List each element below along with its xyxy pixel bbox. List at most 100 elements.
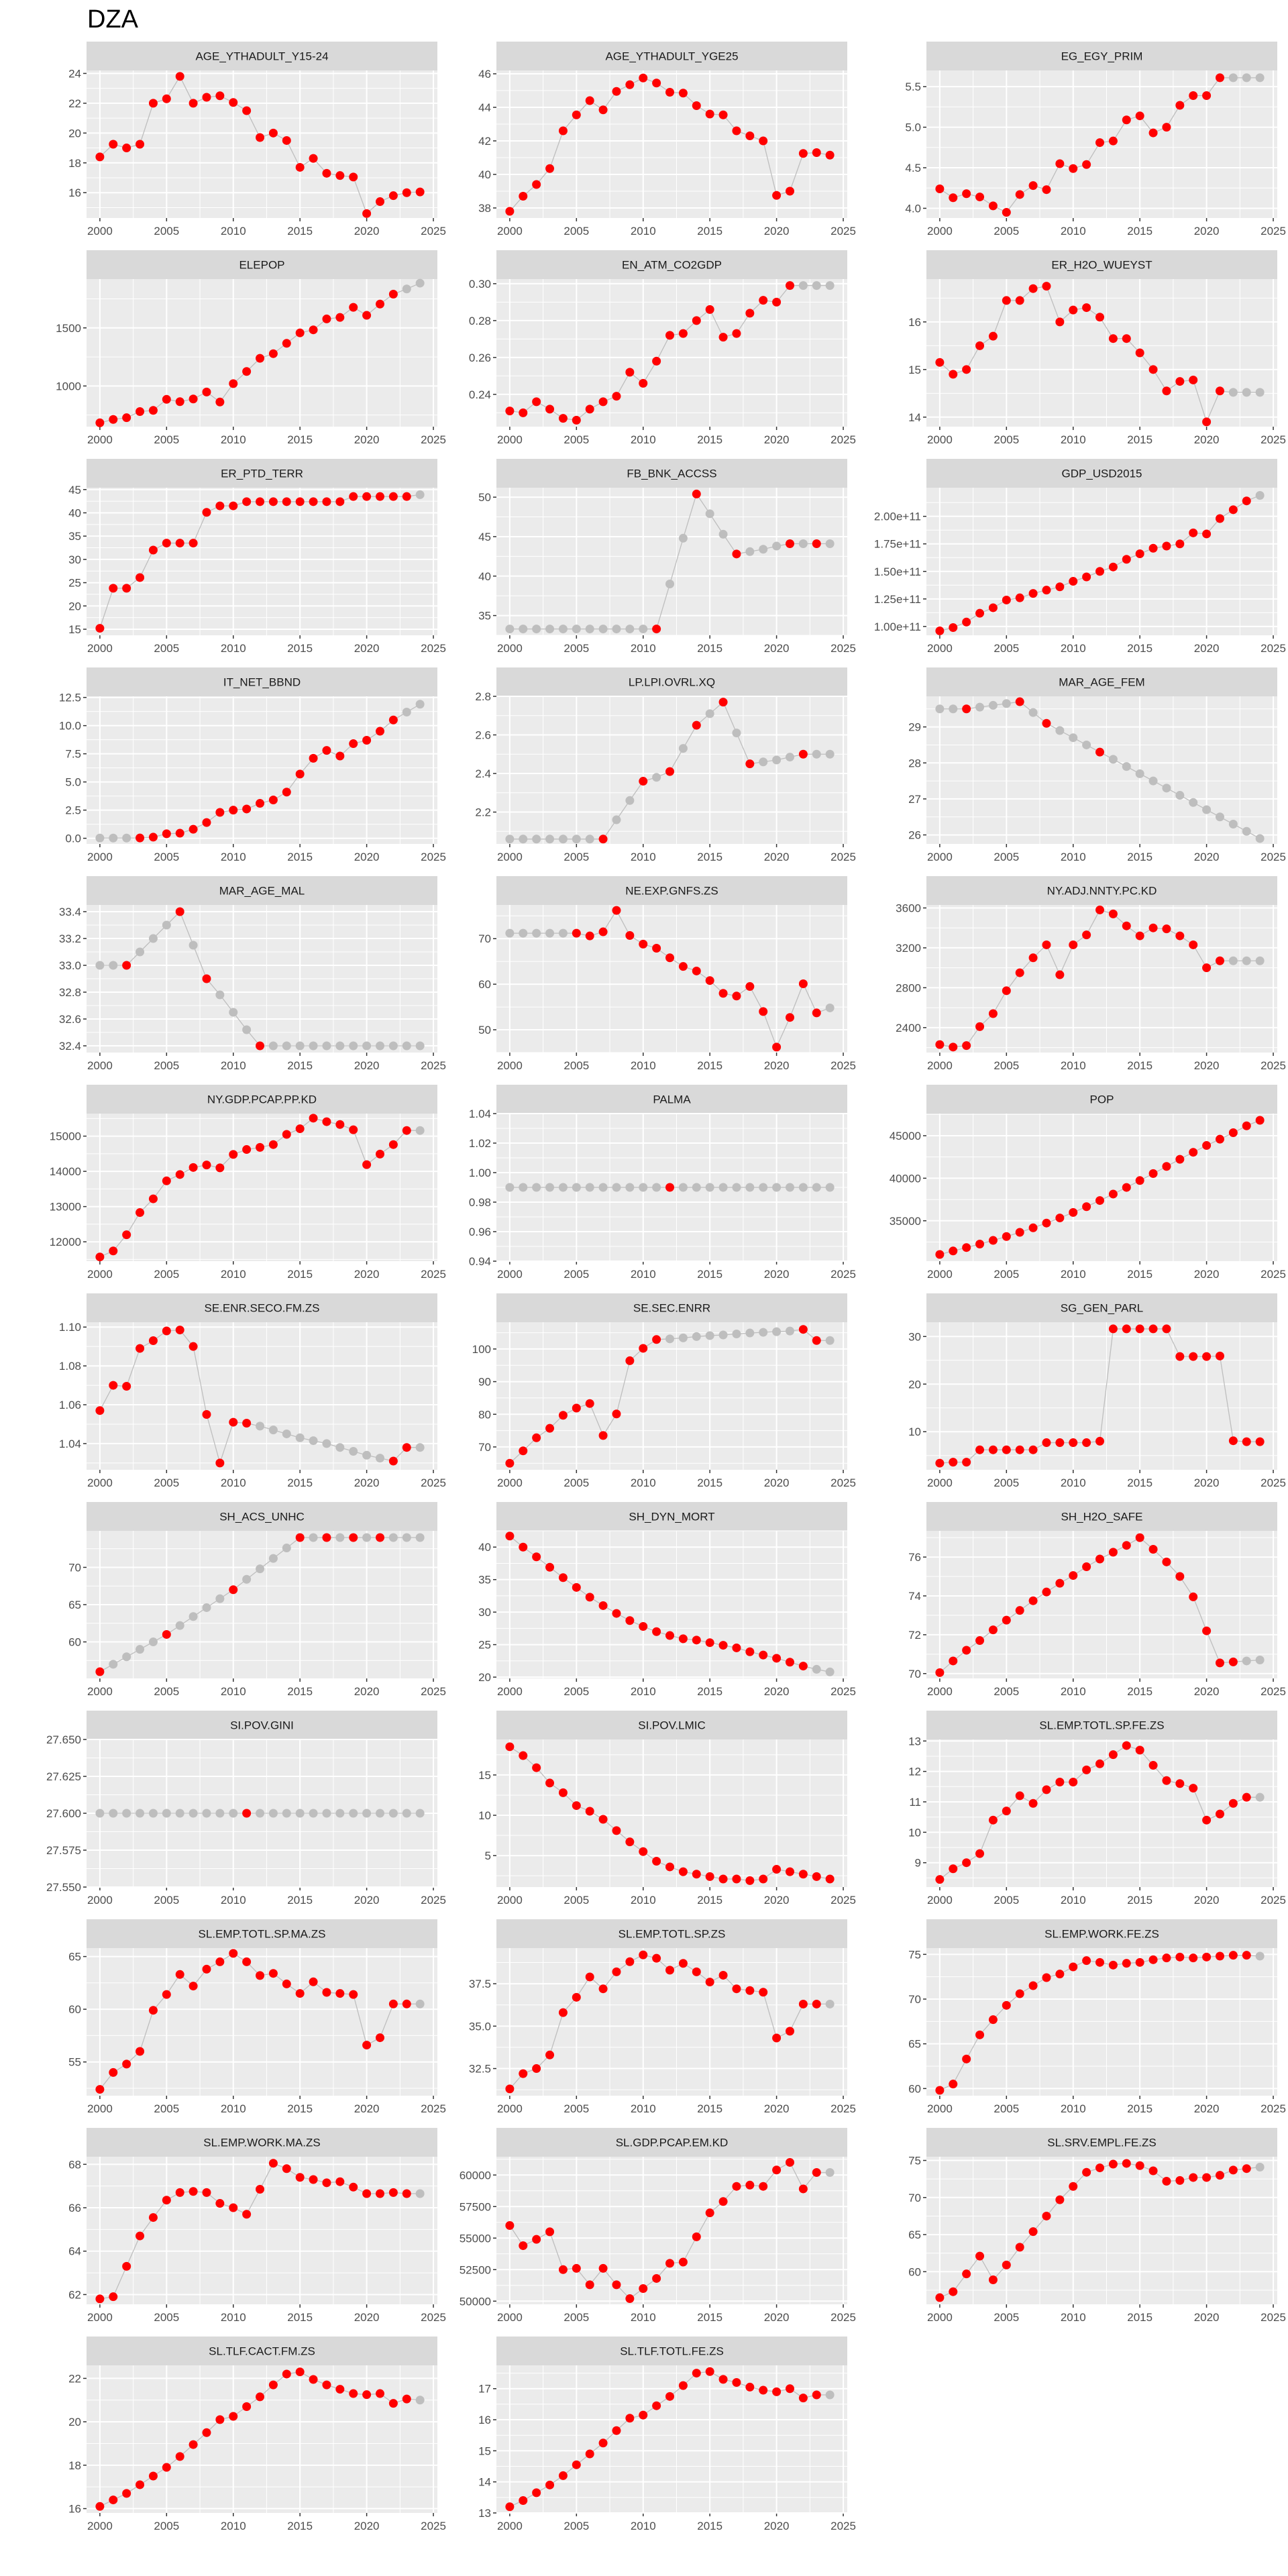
y-tick-label: 70 <box>478 932 491 945</box>
x-tick-label: 2025 <box>1260 433 1286 446</box>
data-point-observed <box>705 1872 714 1881</box>
data-point-observed <box>988 2275 998 2285</box>
data-point-observed <box>532 1763 541 1772</box>
data-point-observed <box>375 2389 384 2398</box>
data-point-observed <box>268 796 278 805</box>
data-point-observed <box>949 1246 958 1256</box>
x-tick-label: 2005 <box>154 1894 179 1907</box>
x-tick-label: 2005 <box>154 2520 179 2532</box>
x-tick-label: 2020 <box>1194 2102 1220 2115</box>
x-tick-label: 2015 <box>697 642 722 655</box>
x-tick-label: 2000 <box>497 2311 523 2324</box>
data-point-imputed <box>718 529 728 539</box>
data-point-observed <box>1028 181 1038 191</box>
data-point-imputed <box>745 1183 755 1192</box>
facet-strip-label: SI.POV.GINI <box>230 1719 294 1732</box>
data-point-imputed <box>309 1533 318 1542</box>
data-point-imputed <box>612 815 621 824</box>
facet-strip-label: ER_H2O_WUEYST <box>1051 259 1152 272</box>
x-tick-label: 2005 <box>154 2102 179 2115</box>
data-point-observed <box>975 1849 985 1858</box>
data-point-observed <box>402 492 411 501</box>
x-tick-label: 2025 <box>830 2311 856 2324</box>
data-point-observed <box>798 1325 808 1334</box>
data-point-imputed <box>268 1554 278 1563</box>
x-tick-label: 2000 <box>87 1685 113 1698</box>
data-point-observed <box>625 1616 635 1625</box>
data-point-observed <box>215 2199 225 2208</box>
data-point-observed <box>745 1986 755 1995</box>
data-point-imputed <box>759 545 768 554</box>
data-point-observed <box>202 1964 211 1974</box>
data-point-observed <box>122 2489 131 2498</box>
data-point-observed <box>1215 386 1224 396</box>
x-tick-label: 2025 <box>421 642 446 655</box>
data-point-observed <box>1082 1202 1091 1212</box>
data-point-observed <box>1069 1778 1078 1787</box>
x-tick-label: 2000 <box>497 1059 523 1072</box>
data-point-observed <box>1042 586 1051 595</box>
x-tick-label: 2000 <box>497 642 523 655</box>
data-point-observed <box>95 1406 105 1415</box>
data-point-observed <box>598 1431 608 1440</box>
data-point-observed <box>772 191 782 200</box>
y-tick-label: 70 <box>68 1561 81 1574</box>
data-point-observed <box>322 2178 331 2188</box>
y-tick-label: 40 <box>478 570 491 583</box>
data-point-observed <box>322 168 331 178</box>
data-point-observed <box>1095 313 1105 322</box>
data-point-imputed <box>1255 956 1265 965</box>
data-point-observed <box>309 753 318 763</box>
data-point-observed <box>505 2220 515 2230</box>
data-point-observed <box>759 2182 768 2191</box>
x-tick-label: 2010 <box>631 1059 656 1072</box>
data-point-observed <box>95 418 105 427</box>
data-point-observed <box>136 573 145 582</box>
y-tick-label: 32.4 <box>59 1040 81 1053</box>
data-point-observed <box>652 1335 661 1344</box>
data-point-observed <box>625 2294 635 2304</box>
data-point-imputed <box>375 1809 384 1818</box>
data-point-observed <box>532 2064 541 2074</box>
x-tick-label: 2015 <box>287 225 313 237</box>
x-tick-label: 2020 <box>764 2520 790 2532</box>
y-tick-label: 70 <box>908 2192 921 2204</box>
data-point-observed <box>215 1957 225 1966</box>
data-point-observed <box>812 2390 821 2400</box>
facet-strip-label: NE.EXP.GNFS.ZS <box>625 885 718 898</box>
x-tick-label: 2005 <box>564 225 589 237</box>
x-tick-label: 2025 <box>1260 1059 1286 1072</box>
data-point-observed <box>572 1801 581 1811</box>
data-point-observed <box>1162 924 1171 934</box>
x-tick-label: 2010 <box>1061 642 1086 655</box>
data-point-observed <box>505 407 515 416</box>
data-point-imputed <box>402 284 411 294</box>
data-point-imputed <box>175 1809 184 1818</box>
data-point-imputed <box>718 1183 728 1192</box>
data-point-observed <box>962 2269 971 2279</box>
data-point-imputed <box>362 1533 372 1542</box>
data-point-imputed <box>519 1183 528 1192</box>
data-point-observed <box>1108 136 1118 146</box>
facet-panel: SL.SRV.EMPL.FE.ZS 2000 2005 2010 2015 2020 202… <box>908 2128 1286 2324</box>
data-point-observed <box>256 2185 265 2194</box>
x-tick-label: 2015 <box>697 1477 722 1489</box>
x-tick-label: 2010 <box>631 1268 656 1281</box>
data-point-observed <box>175 1170 184 1179</box>
data-point-observed <box>1175 101 1185 110</box>
data-point-observed <box>175 1326 184 1335</box>
facet-strip-label: SE.ENR.SECO.FM.ZS <box>205 1302 320 1315</box>
data-point-observed <box>1189 375 1198 384</box>
data-point-observed <box>162 1176 171 1185</box>
data-point-imputed <box>1175 791 1185 800</box>
x-tick-label: 2025 <box>1260 1477 1286 1489</box>
data-point-observed <box>612 87 621 96</box>
data-point-observed <box>572 928 581 938</box>
data-point-observed <box>572 110 581 119</box>
y-tick-label: 50 <box>478 491 491 504</box>
data-point-observed <box>1215 1809 1224 1819</box>
data-point-observed <box>162 539 171 548</box>
data-point-observed <box>1215 1658 1224 1668</box>
data-point-observed <box>1228 1951 1238 1960</box>
